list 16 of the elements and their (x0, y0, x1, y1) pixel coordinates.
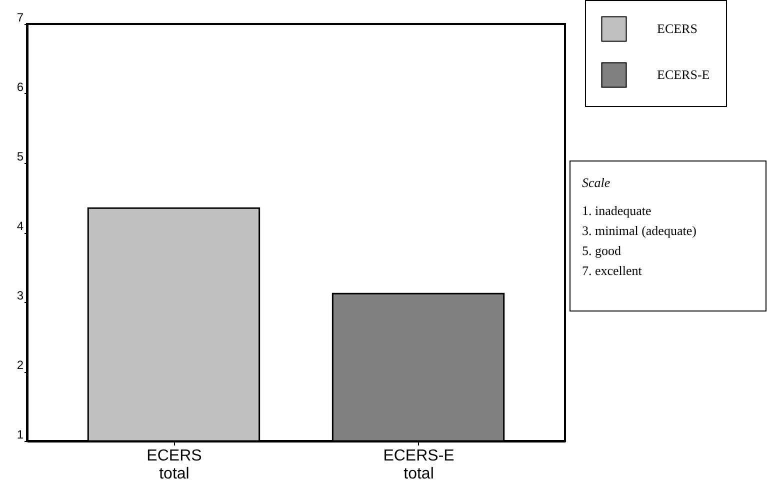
y-tick-label: 7 (16, 10, 24, 24)
text: Scale (582, 175, 610, 190)
y-tick-label: 4 (16, 219, 24, 233)
legend-label: ECERS-E (657, 67, 710, 82)
text: 7. excellent (582, 263, 642, 278)
y-tick-label: 6 (16, 80, 24, 94)
text: 5. good (582, 243, 622, 258)
text: 3. minimal (adequate) (582, 223, 696, 238)
x-tick-label: ECERS total (146, 448, 202, 482)
y-tick-label: 2 (16, 358, 24, 372)
y-tick-label: 3 (16, 288, 24, 302)
y-tick-label: 1 (16, 428, 24, 442)
x-tick-label: ECERS-E total (383, 448, 454, 482)
text: 1. inadequate (582, 203, 652, 218)
y-tick-label: 5 (16, 150, 24, 164)
legend-label: ECERS (657, 21, 698, 36)
